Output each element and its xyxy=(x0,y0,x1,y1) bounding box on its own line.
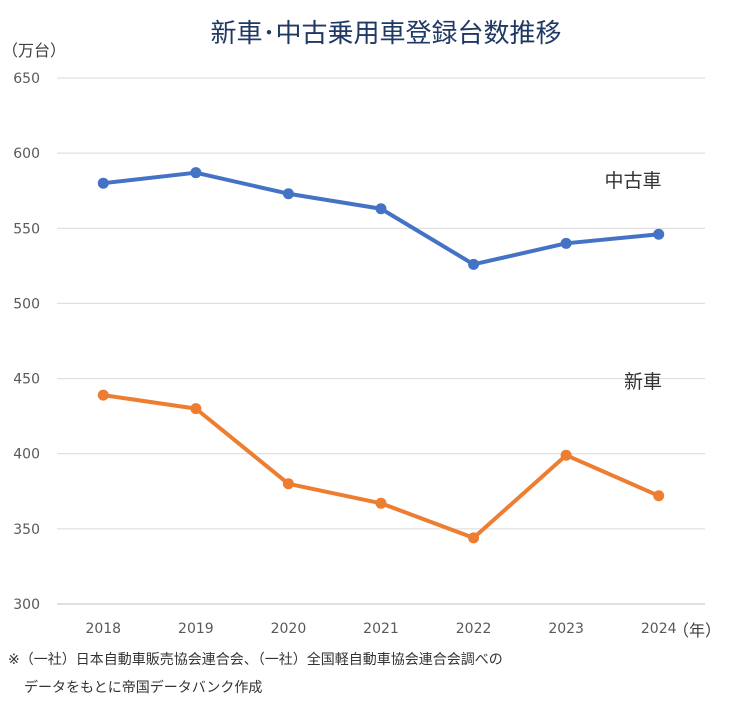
data-point xyxy=(560,449,572,461)
series-label: 新車 xyxy=(624,371,662,393)
y-axis-ticks: 300 350 400 450 500 550 600 650 xyxy=(13,71,40,613)
data-point xyxy=(282,188,294,200)
y-tick-label: 650 xyxy=(13,71,40,87)
series-line xyxy=(101,170,661,267)
x-tick-label: 2021 xyxy=(363,621,399,637)
x-axis-ticks: 2018 2019 2020 2021 2022 2023 2024 xyxy=(85,621,676,637)
chart-title: 新車･中古乗用車登録台数推移 xyxy=(210,19,561,49)
data-point xyxy=(190,403,202,415)
data-point xyxy=(653,228,665,240)
data-point xyxy=(375,497,387,509)
y-tick-label: 400 xyxy=(13,447,40,463)
y-tick-label: 350 xyxy=(13,522,40,538)
footnote-line-2: データをもとに帝国データバンク作成 xyxy=(24,680,263,696)
y-tick-label: 300 xyxy=(13,597,40,613)
gridlines xyxy=(57,77,705,605)
data-point xyxy=(468,532,480,544)
x-tick-label: 2023 xyxy=(548,621,584,637)
data-point xyxy=(653,490,665,502)
x-tick-label: 2019 xyxy=(178,621,214,637)
x-tick-label: 2022 xyxy=(456,621,492,637)
data-point xyxy=(282,478,294,490)
data-point xyxy=(468,258,480,270)
series-label: 中古車 xyxy=(604,170,661,192)
data-point xyxy=(560,237,572,249)
y-tick-label: 550 xyxy=(13,221,40,237)
data-point xyxy=(375,203,387,215)
x-tick-label: 2020 xyxy=(271,621,307,637)
x-tick-label: 2024 xyxy=(641,621,677,637)
series-used-car: 中古車 xyxy=(97,167,665,270)
data-point xyxy=(97,389,109,401)
data-point xyxy=(97,177,109,189)
series-new-car: 新車 xyxy=(97,371,665,544)
y-tick-label: 500 xyxy=(13,296,40,312)
footnote-line-1: ※（一社）日本自動車販売協会連合会、（一社）全国軽自動車協会連合会調べの xyxy=(8,652,503,668)
y-tick-label: 450 xyxy=(13,372,40,388)
data-point xyxy=(190,167,202,179)
series-line xyxy=(101,393,661,540)
y-tick-label: 600 xyxy=(13,146,40,162)
line-chart: 新車･中古乗用車登録台数推移 （万台） 300 350 400 450 500 550 60… xyxy=(2,19,721,640)
y-axis-unit-label: （万台） xyxy=(2,41,66,60)
x-tick-label: 2018 xyxy=(85,621,121,637)
x-axis-unit-label: （年） xyxy=(673,621,721,640)
